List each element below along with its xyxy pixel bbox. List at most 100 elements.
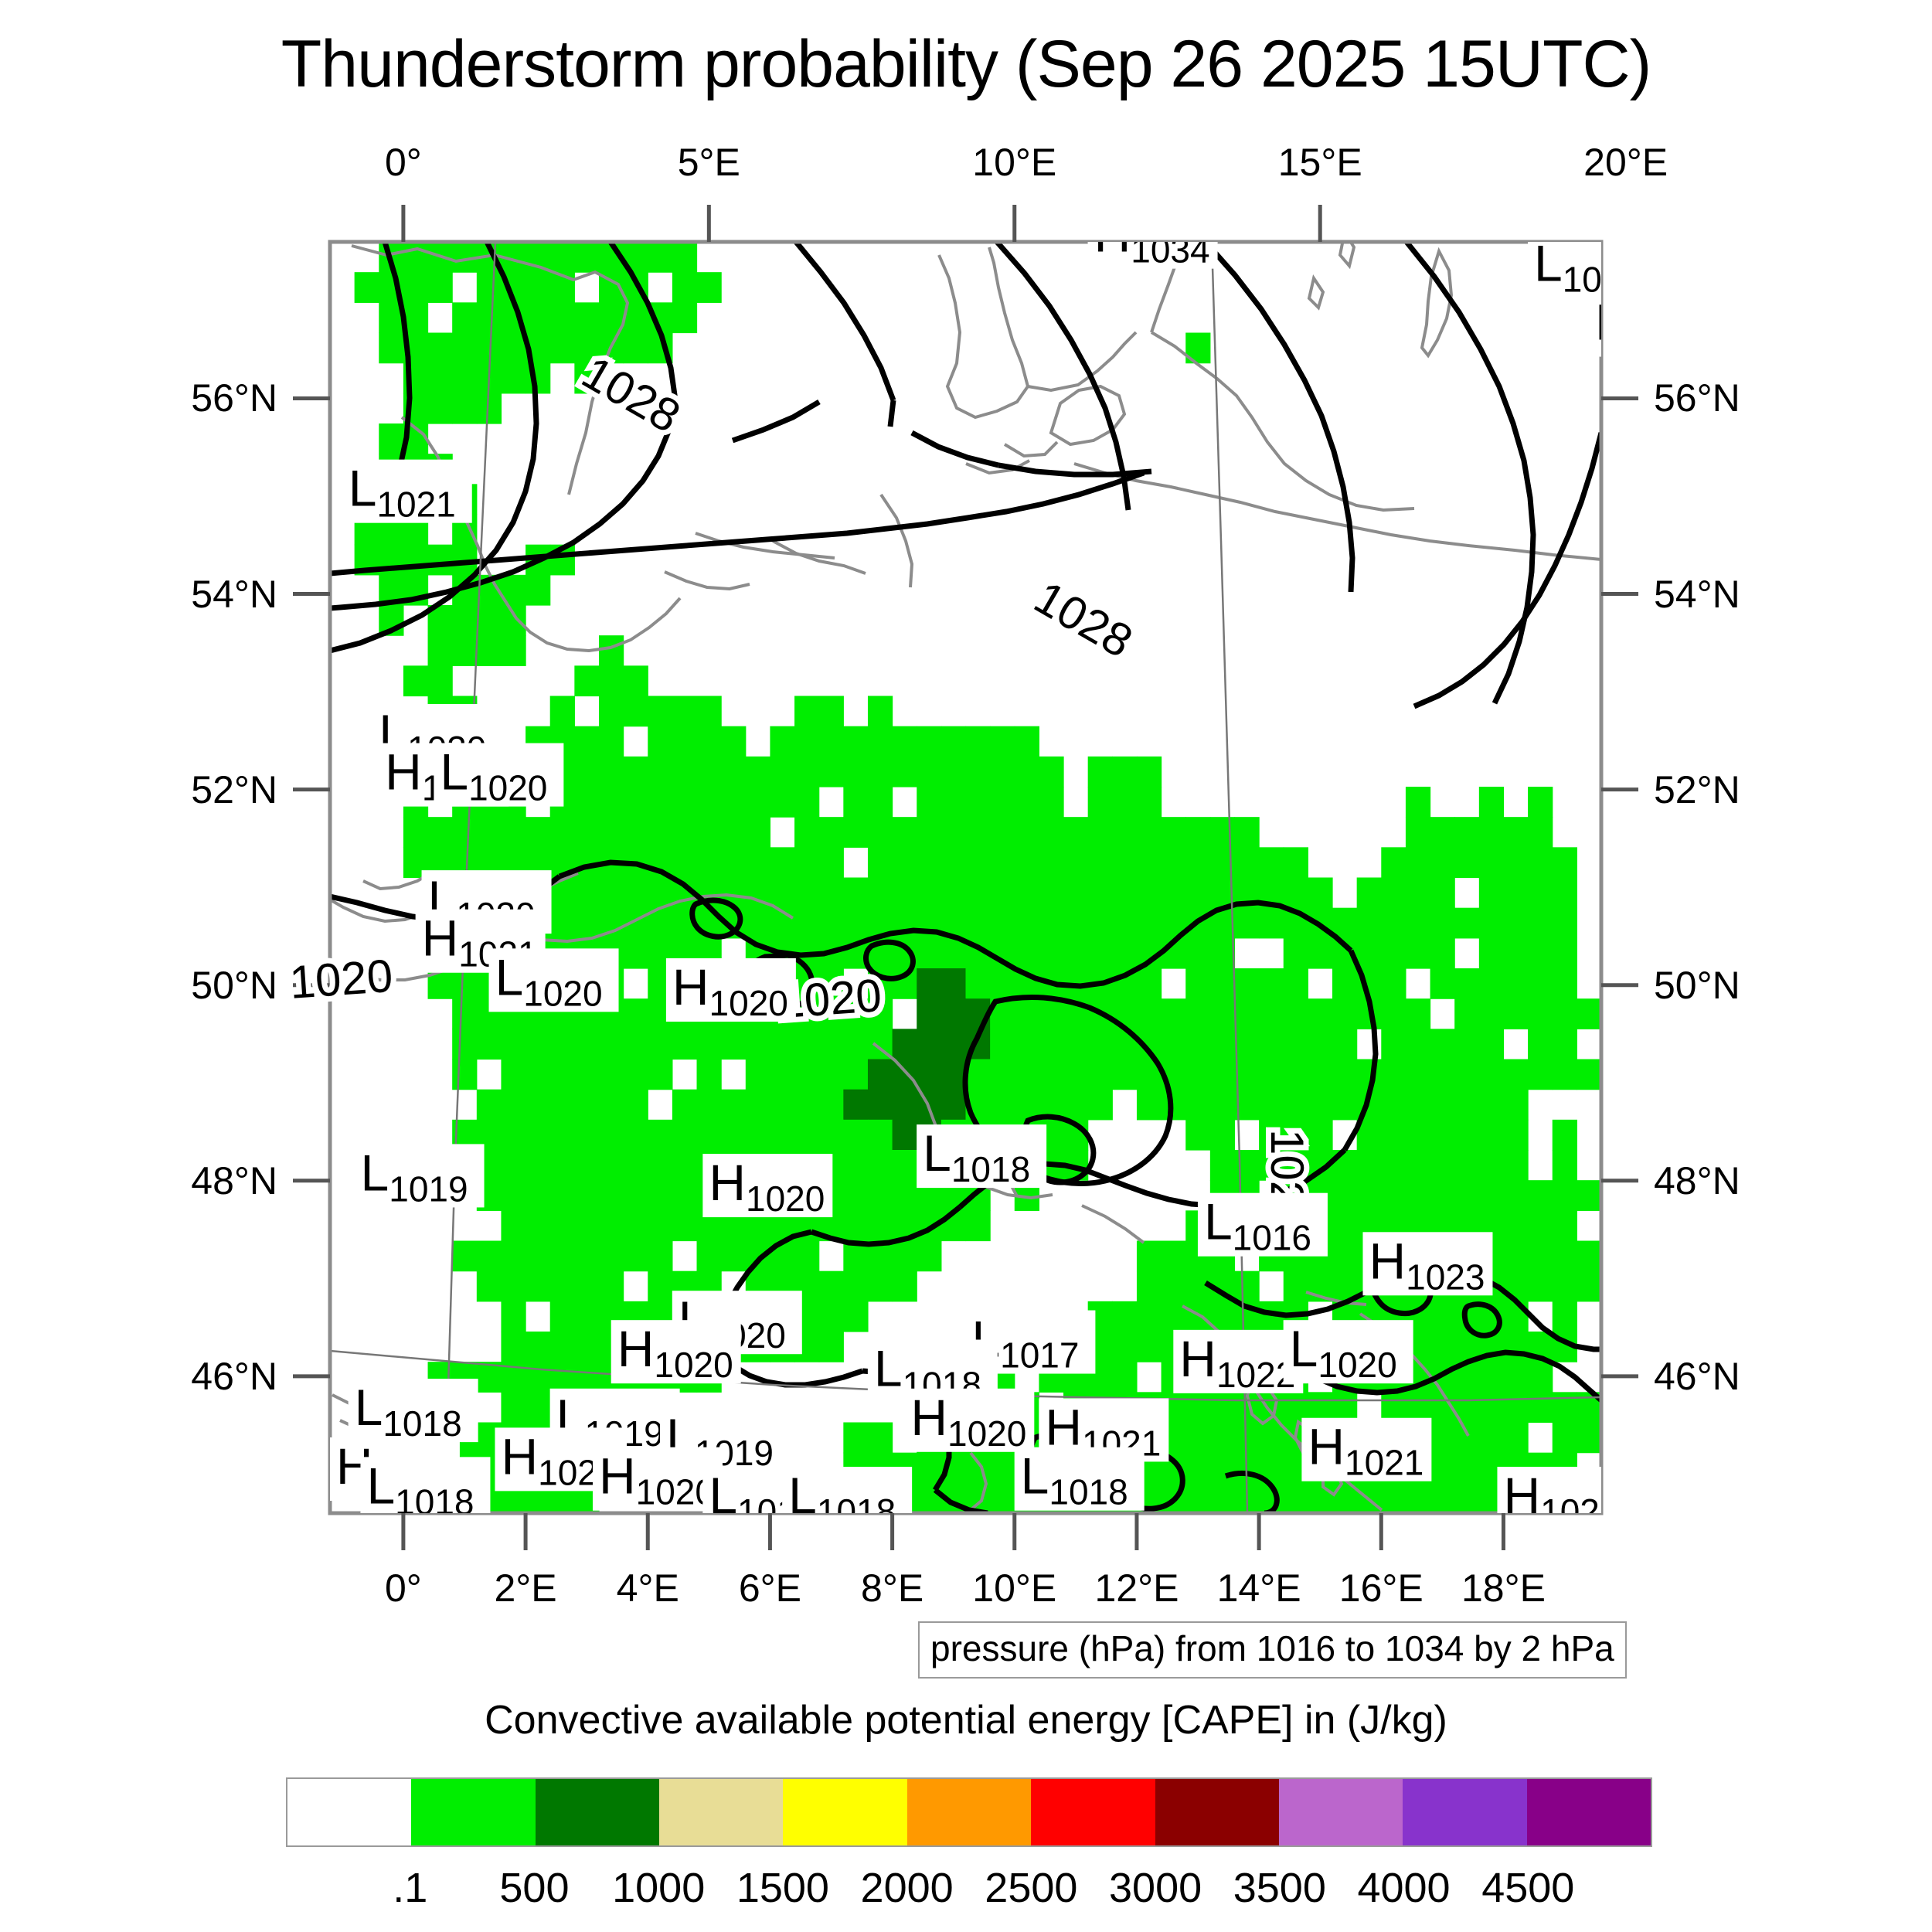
- cape-cell: [1528, 937, 1553, 969]
- cape-cell: [965, 726, 991, 757]
- cape-cell: [721, 726, 747, 757]
- cape-cell: [1063, 1059, 1089, 1090]
- cape-cell: [770, 726, 795, 757]
- cape-cell: [770, 787, 795, 818]
- cape-cell: [1087, 1089, 1113, 1121]
- colorbar-cell[interactable]: [535, 1779, 660, 1845]
- cape-cell: [1356, 1150, 1382, 1181]
- cape-cell: [818, 726, 844, 757]
- cape-cell: [1478, 907, 1505, 939]
- cape-cell: [1454, 1180, 1480, 1211]
- cape-cell: [965, 817, 991, 848]
- pressure-center-label: L1035: [1534, 235, 1641, 300]
- cape-cell: [526, 1089, 551, 1121]
- cape-cell: [623, 1150, 648, 1181]
- cape-cell: [427, 665, 453, 697]
- cape-cell: [549, 242, 575, 273]
- cape-cell: [867, 1150, 893, 1181]
- cape-cell: [452, 998, 478, 1029]
- cape-cell: [1209, 1059, 1236, 1090]
- cape-cell: [1454, 907, 1480, 939]
- cape-cell: [1308, 937, 1333, 969]
- cape-cell: [990, 968, 1015, 999]
- cape-cell: [648, 817, 673, 848]
- cape-cell: [794, 696, 820, 727]
- pressure-center: H1035: [1589, 293, 1601, 357]
- cape-cell: [574, 1150, 600, 1181]
- cape-cell: [1063, 937, 1089, 969]
- cape-cell: [672, 696, 698, 727]
- cape-cell: [1283, 1392, 1308, 1423]
- cape-cell: [1528, 877, 1553, 909]
- cape-cell: [1259, 968, 1284, 999]
- cape-cell: [1503, 1422, 1529, 1454]
- pressure-center: H1021: [1301, 1417, 1432, 1483]
- colorbar-cell[interactable]: [906, 1779, 1032, 1845]
- axis-tick-label-bottom: 18°E: [1461, 1566, 1546, 1610]
- cape-cell: [745, 756, 771, 787]
- pressure-center: L1021: [342, 459, 472, 525]
- colorbar-cell[interactable]: [1031, 1779, 1155, 1845]
- cape-cell: [623, 332, 648, 364]
- cape-cell: [598, 726, 624, 757]
- colorbar-cell[interactable]: [1155, 1779, 1279, 1845]
- colorbar-cell[interactable]: [659, 1779, 784, 1845]
- cape-cell: [476, 1270, 502, 1302]
- cape-cell: [476, 1029, 502, 1060]
- cape-cell: [1136, 907, 1162, 939]
- pressure-center-label: L1017: [971, 1311, 1079, 1376]
- cape-cell: [1063, 1089, 1089, 1121]
- cape-cell: [549, 1150, 575, 1181]
- cape-cell: [1185, 1089, 1211, 1121]
- colorbar-cell[interactable]: [1526, 1779, 1651, 1845]
- cape-cell: [598, 635, 624, 666]
- cape-cell: [1283, 1029, 1308, 1060]
- cape-cell: [501, 1119, 526, 1151]
- cape-cell: [501, 817, 526, 848]
- cape-cell: [965, 907, 991, 939]
- cape-cell: [867, 817, 893, 848]
- colorbar-cell[interactable]: [287, 1779, 412, 1845]
- cape-cell: [1381, 1150, 1406, 1181]
- cape-cell: [648, 1240, 673, 1272]
- cape-cell: [648, 1150, 673, 1181]
- cape-cell: [1454, 847, 1480, 879]
- cape-cell: [990, 817, 1015, 848]
- colorbar-cell[interactable]: [1403, 1779, 1527, 1845]
- cape-cell: [1454, 1119, 1480, 1151]
- cape-cell: [1209, 1392, 1236, 1423]
- cape-cell: [1552, 1150, 1577, 1181]
- pressure-center-label: L1021: [349, 460, 456, 525]
- cape-cell: [403, 302, 429, 334]
- cape-cell: [843, 1029, 869, 1060]
- cape-cell: [672, 726, 698, 757]
- colorbar[interactable]: [286, 1777, 1652, 1847]
- pressure-center-value: 1018: [951, 1149, 1030, 1189]
- cape-cell: [1234, 1150, 1260, 1181]
- colorbar-cell[interactable]: [1278, 1779, 1403, 1845]
- colorbar-cell[interactable]: [411, 1779, 536, 1845]
- pressure-center-bg: [434, 743, 564, 807]
- pressure-center-bg: [1362, 1232, 1493, 1296]
- cape-cell: [940, 756, 967, 787]
- cape-cell: [794, 847, 820, 879]
- cape-cell: [1381, 998, 1406, 1029]
- cape-cell: [965, 1210, 991, 1242]
- axis-tick-label-top: 5°E: [677, 141, 740, 184]
- colorbar-cell[interactable]: [783, 1779, 907, 1845]
- cape-cell: [1503, 907, 1529, 939]
- cape-cell: [452, 968, 478, 999]
- cape-cell: [1528, 998, 1553, 1029]
- cape-cell: [1259, 1150, 1284, 1181]
- cape-cell: [1552, 877, 1577, 909]
- cape-cell: [917, 1059, 942, 1090]
- pressure-center-value: 1022: [1216, 1355, 1295, 1395]
- cape-cell: [696, 1119, 722, 1151]
- cape-cell: [696, 272, 722, 303]
- cape-cell: [574, 726, 600, 757]
- colorbar-tick-label: 500: [499, 1865, 570, 1911]
- cape-cell: [1454, 1089, 1480, 1121]
- cape-cell: [1283, 1150, 1308, 1181]
- pressure-center: H1020: [592, 1447, 723, 1512]
- cape-cell: [648, 242, 673, 273]
